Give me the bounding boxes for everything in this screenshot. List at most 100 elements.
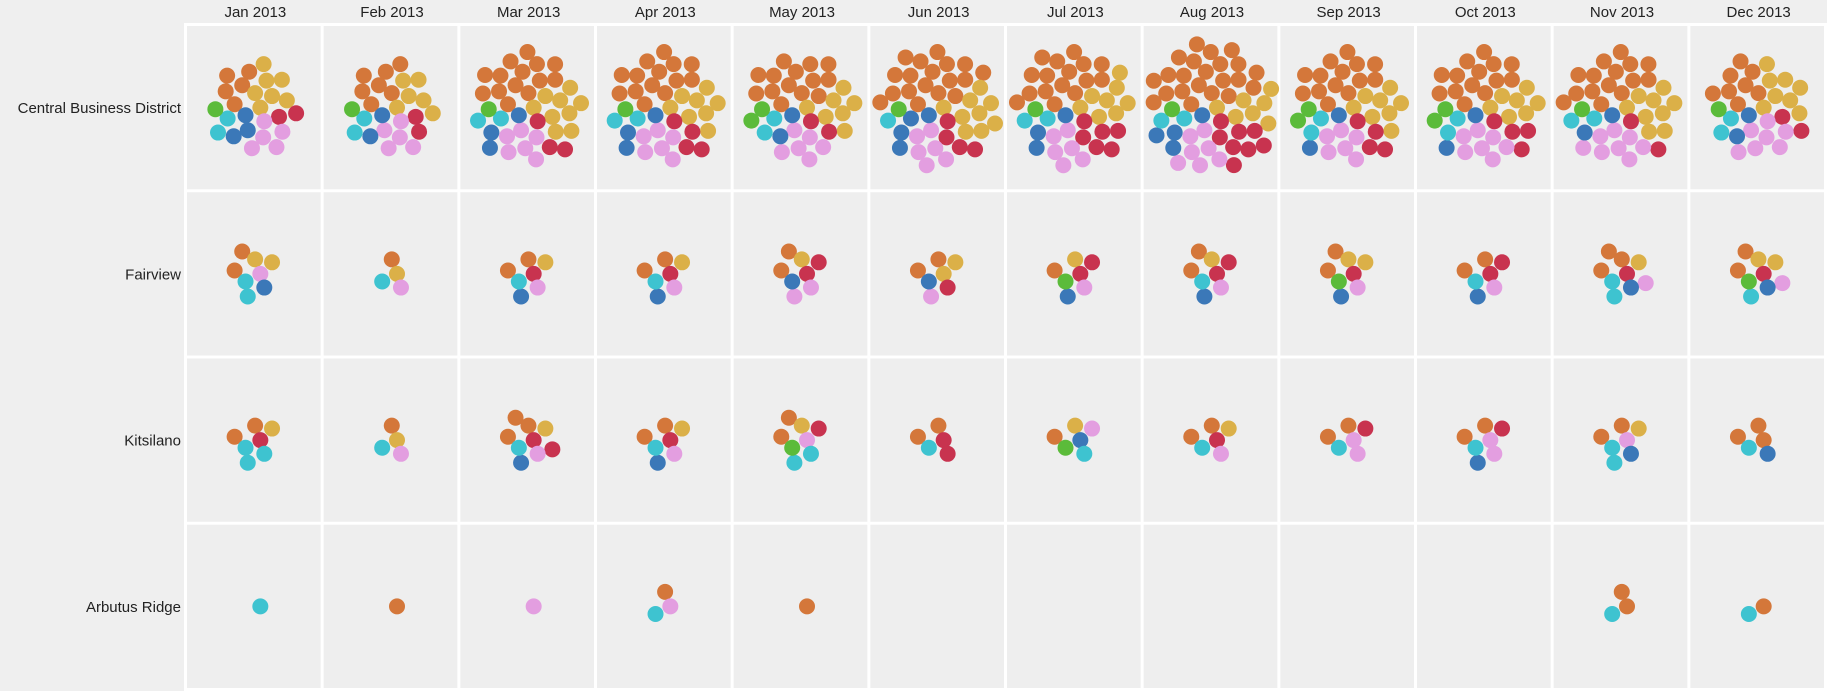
- dot: [1759, 113, 1776, 130]
- dot: [784, 273, 801, 290]
- dot: [1319, 262, 1336, 279]
- dot: [890, 101, 907, 118]
- dot: [370, 77, 387, 94]
- dot: [1211, 129, 1228, 146]
- dot: [1477, 251, 1494, 268]
- dot: [1710, 101, 1727, 118]
- dot: [1655, 79, 1672, 96]
- dot: [1759, 445, 1776, 462]
- dot: [773, 144, 790, 161]
- dot: [773, 428, 790, 445]
- dot: [1750, 251, 1767, 268]
- dot: [947, 88, 964, 105]
- dot: [920, 439, 937, 456]
- dot: [1767, 88, 1784, 105]
- dot: [891, 139, 908, 156]
- dot: [924, 63, 941, 80]
- dot: [709, 95, 726, 112]
- dot: [1072, 265, 1089, 282]
- dot: [389, 432, 406, 449]
- dot: [1593, 144, 1610, 161]
- dot: [395, 72, 412, 89]
- dot: [801, 129, 818, 146]
- dot: [1431, 85, 1448, 102]
- dot: [1145, 94, 1162, 111]
- dot: [1230, 71, 1247, 88]
- dot: [1327, 243, 1344, 260]
- row-label: Kitsilano: [124, 433, 181, 450]
- dot: [219, 67, 236, 84]
- dot: [909, 262, 926, 279]
- dot: [1183, 96, 1200, 113]
- dot: [1203, 85, 1220, 102]
- dot: [525, 598, 542, 615]
- dot: [649, 122, 666, 139]
- dot: [1575, 139, 1592, 156]
- dot: [1231, 123, 1248, 140]
- dot: [405, 139, 422, 156]
- dot: [939, 445, 956, 462]
- dot: [743, 112, 760, 129]
- dot: [1563, 112, 1580, 129]
- dot: [793, 85, 810, 102]
- dot: [784, 439, 801, 456]
- dot: [930, 251, 947, 268]
- dot: [1111, 64, 1128, 81]
- dot: [810, 420, 827, 437]
- dot: [1351, 72, 1368, 89]
- dot: [683, 56, 700, 73]
- dot: [1713, 124, 1730, 141]
- dot: [1057, 439, 1074, 456]
- dot: [938, 56, 955, 73]
- dot: [1225, 139, 1242, 156]
- dot: [1625, 72, 1642, 89]
- dot: [354, 83, 371, 100]
- dot: [1330, 107, 1347, 124]
- dot: [1066, 44, 1083, 61]
- dot: [1075, 56, 1092, 73]
- dot: [756, 124, 773, 141]
- dot: [1194, 107, 1211, 124]
- dot: [237, 439, 254, 456]
- dot: [278, 92, 295, 109]
- dot: [1196, 288, 1213, 305]
- dot: [1613, 417, 1630, 434]
- dot: [880, 112, 897, 129]
- dot: [1176, 110, 1193, 127]
- dot: [901, 83, 918, 100]
- dot: [1508, 92, 1525, 109]
- dot: [1061, 63, 1078, 80]
- dot: [252, 598, 269, 615]
- dot: [698, 79, 715, 96]
- dot: [380, 140, 397, 157]
- dot: [957, 71, 974, 88]
- dot: [1067, 417, 1084, 434]
- dot: [237, 107, 254, 124]
- dot: [1039, 110, 1056, 127]
- dot: [383, 85, 400, 102]
- dot: [1345, 432, 1362, 449]
- dot: [1482, 432, 1499, 449]
- dot: [617, 101, 634, 118]
- dot: [1761, 72, 1778, 89]
- dot: [1212, 56, 1229, 73]
- dot: [1263, 80, 1280, 97]
- dot: [1449, 67, 1466, 84]
- dot: [1119, 95, 1136, 112]
- dot: [1606, 288, 1623, 305]
- dot: [846, 95, 863, 112]
- dot: [1340, 85, 1357, 102]
- dot: [1294, 85, 1311, 102]
- dot: [620, 124, 637, 141]
- dot: [1437, 101, 1454, 118]
- dot: [1194, 273, 1211, 290]
- dot: [618, 139, 635, 156]
- dot: [1747, 140, 1764, 157]
- dot: [802, 113, 819, 130]
- dot: [627, 83, 644, 100]
- dot: [225, 128, 242, 145]
- dot: [1637, 108, 1654, 125]
- dot: [1183, 262, 1200, 279]
- dot: [237, 273, 254, 290]
- dot: [962, 92, 979, 109]
